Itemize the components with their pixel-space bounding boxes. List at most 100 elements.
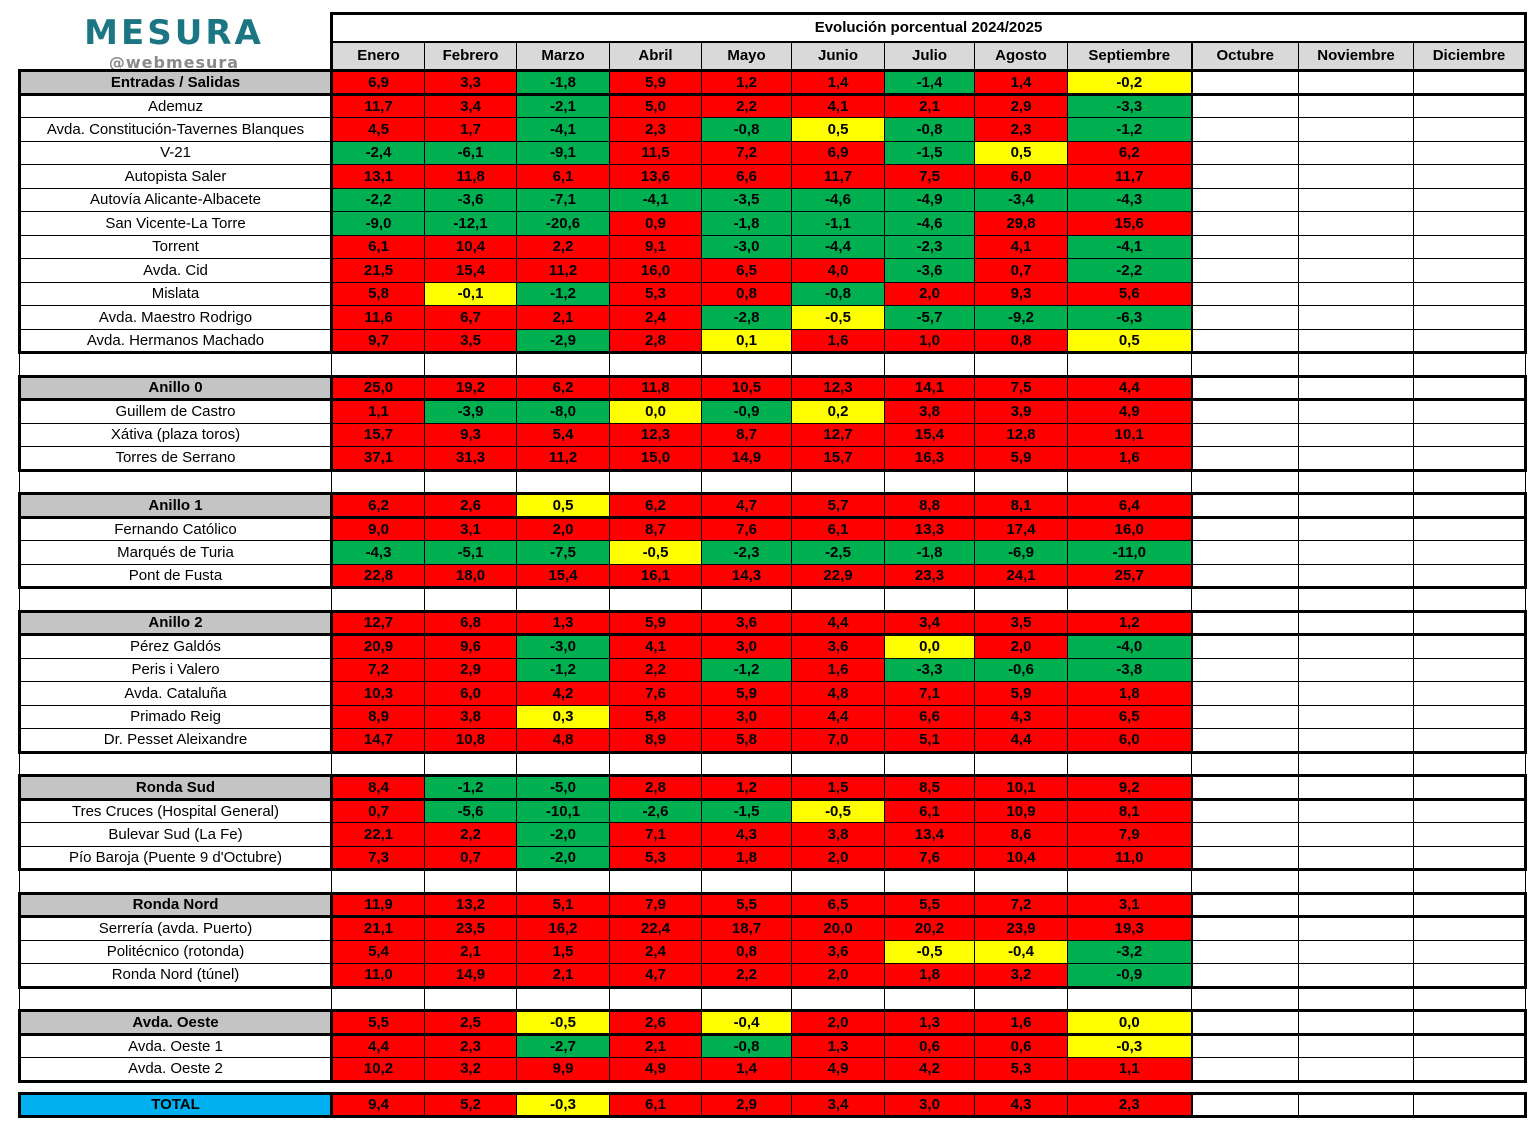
- row-label: Xátiva (plaza toros): [18, 422, 333, 447]
- empty-cell: [1191, 657, 1299, 682]
- value-cell: 5,1: [884, 728, 975, 754]
- empty-cell: [1413, 446, 1527, 472]
- value-cell: 7,9: [1067, 822, 1193, 847]
- row-label: Marqués de Turia: [18, 540, 333, 565]
- value-cell: -3,8: [1067, 657, 1193, 682]
- table-row: Marqués de Turia -4,3 -5,1 -7,5 -0,5 -2,3 -2,5…: [18, 540, 1527, 565]
- blank-cell: [516, 869, 610, 894]
- spacer-row: [19, 587, 1526, 612]
- value-cell: 1,2: [701, 69, 792, 96]
- row-label: Peris i Valero: [18, 657, 333, 682]
- empty-cell: [1191, 211, 1299, 236]
- value-cell: -3,9: [424, 399, 517, 424]
- brand-logo: MESURA @webmesura: [18, 16, 330, 72]
- value-cell: -4,3: [1067, 187, 1193, 212]
- empty-cell: [1191, 634, 1299, 659]
- empty-cell: [1191, 681, 1299, 706]
- table-row: Politécnico (rotonda) 5,4 2,1 1,5 2,4 0,8 3,6-…: [18, 939, 1527, 964]
- value-cell: 11,6: [331, 305, 425, 330]
- row-label: Tres Cruces (Hospital General): [18, 798, 333, 823]
- value-cell: 12,3: [609, 422, 702, 447]
- empty-cell: [1191, 798, 1299, 823]
- value-cell: 4,2: [884, 1057, 975, 1083]
- empty-cell: [1191, 117, 1299, 142]
- section-label: Ronda Nord: [18, 891, 333, 918]
- value-cell: 8,6: [974, 822, 1068, 847]
- blank-cell: [516, 352, 610, 377]
- blank-cell: [701, 869, 792, 894]
- value-cell: 31,3: [424, 446, 517, 472]
- value-cell: 2,2: [701, 93, 792, 118]
- value-cell: 14,9: [424, 963, 517, 989]
- row-label: Avda. Oeste 1: [18, 1033, 333, 1058]
- blank-cell: [701, 751, 792, 776]
- value-cell: -10,1: [516, 798, 610, 823]
- blank-cell: [791, 352, 885, 377]
- value-cell: 29,8: [974, 211, 1068, 236]
- empty-cell: [1413, 164, 1527, 189]
- blank-cell: [1191, 986, 1299, 1011]
- value-cell: -3,0: [516, 634, 610, 659]
- empty-cell: [1191, 939, 1299, 964]
- value-cell: 5,4: [516, 422, 610, 447]
- value-cell: 4,1: [974, 234, 1068, 259]
- value-cell: -1,2: [516, 281, 610, 306]
- empty-cell: [1298, 211, 1414, 236]
- blank-cell: [884, 869, 975, 894]
- blank-cell: [974, 751, 1068, 776]
- empty-cell: [1298, 704, 1414, 729]
- value-cell: 10,1: [1067, 422, 1193, 447]
- value-cell: 8,9: [331, 704, 425, 729]
- value-cell: 15,7: [331, 422, 425, 447]
- value-cell: 3,1: [1067, 891, 1193, 918]
- value-cell: 6,1: [884, 798, 975, 823]
- value-cell: 0,3: [516, 704, 610, 729]
- value-cell: 2,9: [424, 657, 517, 682]
- value-cell: -7,5: [516, 540, 610, 565]
- section-header-row: Entradas / Salidas 6,9 3,3 -1,8 5,9 1,2 1,4 -1,…: [18, 69, 1527, 96]
- section-header-row: Anillo 2 12,7 6,8 1,3 5,9 3,6 4,4 3,4 3,5 1,2: [18, 609, 1527, 636]
- value-cell: 5,5: [701, 891, 792, 918]
- value-cell: 2,3: [424, 1033, 517, 1058]
- blank-cell: [516, 986, 610, 1011]
- value-cell: 3,8: [791, 822, 885, 847]
- empty-cell: [1191, 516, 1299, 541]
- table-row: Avda. Hermanos Machado 9,7 3,5 -2,9 2,8 0,1 1,…: [18, 328, 1527, 354]
- table-row: Ademuz 11,7 3,4 -2,1 5,0 2,2 4,1 2,1 2,9 -3,3: [18, 93, 1527, 118]
- empty-cell: [1298, 681, 1414, 706]
- value-cell: 3,4: [791, 1091, 885, 1118]
- empty-cell: [1191, 422, 1299, 447]
- month-header: Febrero: [424, 41, 517, 71]
- value-cell: 20,0: [791, 916, 885, 941]
- value-cell: 7,0: [791, 728, 885, 754]
- empty-cell: [1298, 93, 1414, 118]
- value-cell: -8,0: [516, 399, 610, 424]
- value-cell: 6,2: [1067, 140, 1193, 165]
- value-cell: 0,7: [974, 258, 1068, 283]
- value-cell: 2,0: [791, 1009, 885, 1036]
- table-row: Primado Reig 8,9 3,8 0,3 5,8 3,0 4,4 6,6 4,3 6,5: [18, 704, 1527, 729]
- empty-cell: [1413, 774, 1527, 801]
- value-cell: 11,2: [516, 446, 610, 472]
- value-cell: 3,6: [791, 634, 885, 659]
- value-cell: 7,5: [884, 164, 975, 189]
- empty-cell: [1191, 609, 1299, 636]
- blank-cell: [1298, 751, 1414, 776]
- value-cell: -4,6: [884, 211, 975, 236]
- value-cell: 7,6: [884, 845, 975, 871]
- value-cell: -3,4: [974, 187, 1068, 212]
- row-label: San Vicente-La Torre: [18, 211, 333, 236]
- value-cell: 0,0: [1067, 1009, 1193, 1036]
- empty-cell: [1413, 634, 1527, 659]
- blank-cell: [1298, 986, 1414, 1011]
- value-cell: 7,6: [701, 516, 792, 541]
- value-cell: 9,3: [424, 422, 517, 447]
- value-cell: 5,8: [331, 281, 425, 306]
- empty-cell: [1191, 845, 1299, 871]
- spacer-row: [19, 352, 1526, 377]
- blank-cell: [424, 869, 517, 894]
- value-cell: 19,3: [1067, 916, 1193, 941]
- row-label: Pérez Galdós: [18, 634, 333, 659]
- blank-cell: [331, 469, 425, 494]
- value-cell: 14,1: [884, 374, 975, 401]
